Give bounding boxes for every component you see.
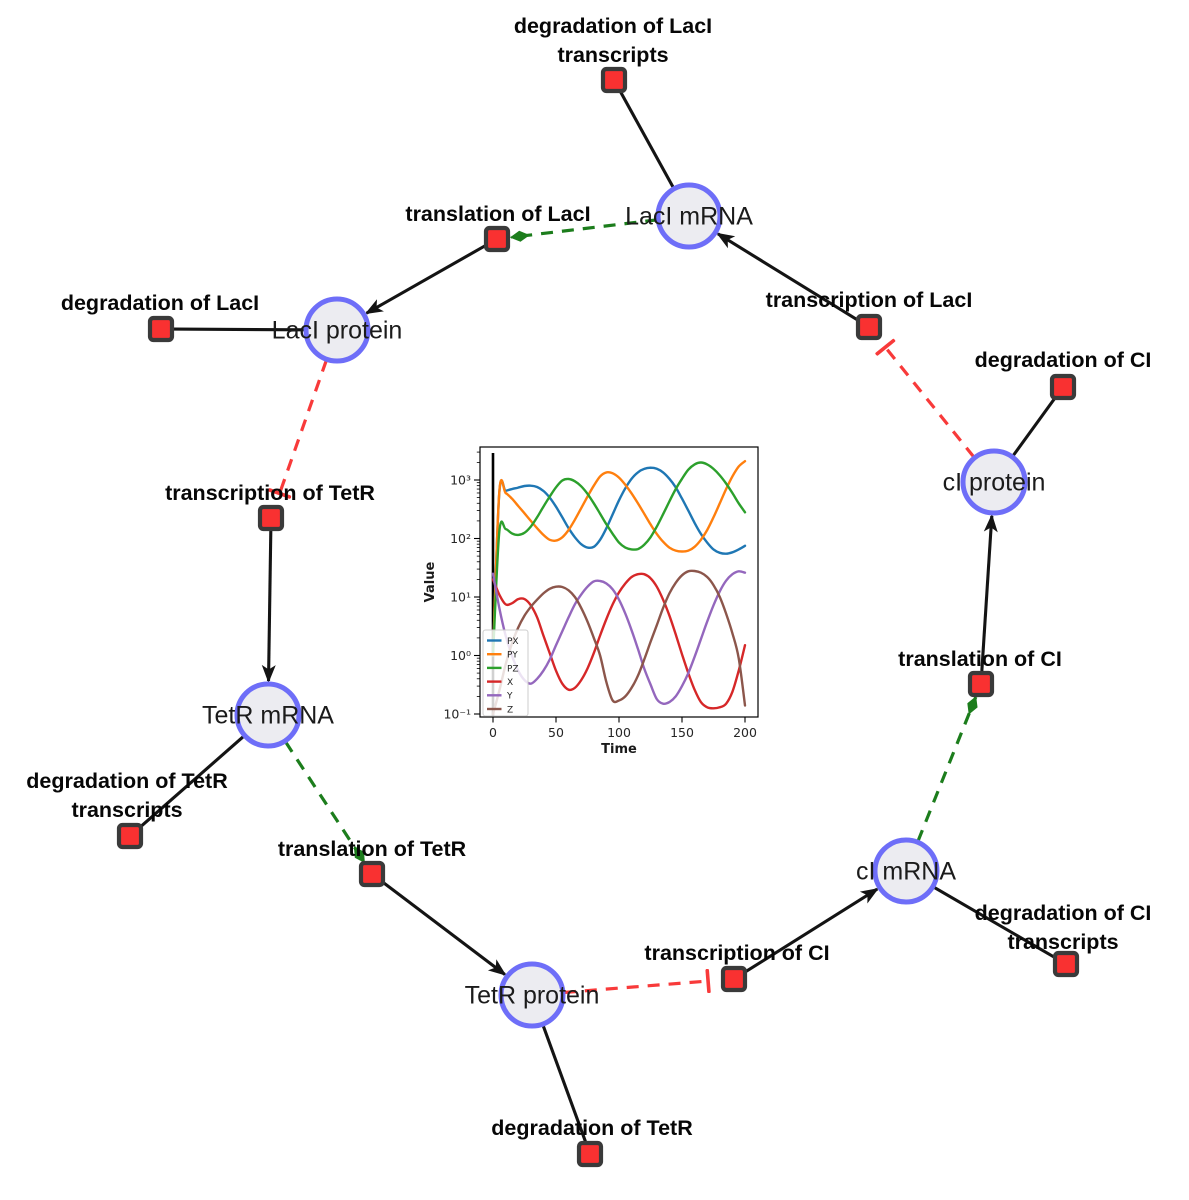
legend-label-Z: Z — [507, 705, 513, 715]
reaction-node-tl-tetr[interactable] — [358, 860, 386, 888]
species-label-ci-protein: cI protein — [943, 469, 1046, 497]
edge-consumption-ci-mrna-to-deg-ci-transcripts — [932, 885, 1056, 959]
species-label-tetr-protein: TetR protein — [465, 982, 600, 1010]
legend-label-PZ: PZ — [507, 664, 519, 674]
x-tick-label: 50 — [548, 725, 564, 740]
legend-label-PX: PX — [507, 637, 519, 647]
x-tick-label: 150 — [670, 725, 694, 740]
x-tick-label: 0 — [489, 725, 497, 740]
edge-consumption-laci-protein-to-deg-laci — [173, 327, 306, 332]
reaction-label-deg-ci-transcripts-line2: transcripts — [1007, 930, 1118, 954]
legend-label-PY: PY — [507, 651, 518, 661]
y-tick-label: 10¹ — [450, 590, 471, 605]
legend-label-X: X — [507, 678, 513, 688]
reaction-node-tr-ci[interactable] — [720, 965, 748, 993]
node-layer — [116, 66, 1080, 1168]
reaction-label-tr-laci: transcription of LacI — [766, 288, 973, 312]
reaction-label-deg-ci-transcripts-line1: degradation of CI — [975, 901, 1152, 925]
reaction-node-deg-laci-transcripts[interactable] — [600, 66, 628, 94]
edge-modifier-ci-mrna-to-tl-ci — [916, 696, 978, 842]
species-label-laci-mrna: LacI mRNA — [625, 203, 753, 231]
edge-consumption-tetr-mrna-to-deg-tetr-transcripts — [138, 734, 245, 829]
reaction-label-tl-tetr: translation of TetR — [278, 837, 467, 861]
x-tick-label: 100 — [607, 725, 631, 740]
edge-consumption-laci-mrna-to-deg-laci-transcripts — [618, 90, 675, 189]
edge-production-tl-laci-to-laci-protein — [364, 244, 487, 315]
reaction-label-deg-tetr: degradation of TetR — [491, 1116, 693, 1140]
reaction-label-tr-tetr: transcription of TetR — [165, 481, 375, 505]
y-tick-label: 10³ — [450, 473, 471, 488]
edge-production-tr-ci-to-ci-mrna — [744, 887, 879, 974]
y-axis-label: Value — [423, 561, 438, 602]
species-node-tetr-mrna[interactable] — [234, 681, 302, 749]
chart-series-PY — [491, 460, 747, 657]
chart-series-X — [491, 572, 747, 710]
chart-ticks: 0 50 100 150 200 10⁻¹ 10⁰ 10¹ 10² 10³ — [443, 451, 757, 740]
edge-inhibition-tetr-protein-to-tr-ci — [563, 981, 708, 995]
species-node-tetr-protein[interactable] — [498, 961, 566, 1029]
reaction-node-deg-ci-transcripts[interactable] — [1052, 950, 1080, 978]
reaction-label-tr-ci: transcription of CI — [644, 941, 829, 965]
edge-production-tr-laci-to-laci-mrna — [716, 232, 859, 322]
chart-series-group — [491, 460, 747, 716]
edge-modifier-laci-mrna-to-tl-laci — [509, 218, 658, 242]
edge-consumption-ci-protein-to-deg-ci — [1011, 396, 1057, 458]
y-tick-label: 10⁻¹ — [443, 707, 471, 722]
timeseries-chart: 0 50 100 150 20010⁻¹10⁰10¹10²10³TimeValuePXP… — [423, 436, 781, 766]
reaction-node-deg-tetr-transcripts[interactable] — [116, 822, 144, 850]
reaction-node-deg-ci[interactable] — [1049, 373, 1077, 401]
edge-layer — [138, 90, 1057, 1143]
species-node-ci-mrna[interactable] — [872, 837, 940, 905]
chart-series-PZ — [491, 461, 747, 657]
reaction-label-deg-laci-transcripts-line2: transcripts — [557, 43, 668, 67]
edge-inhibition-laci-protein-to-tr-tetr — [280, 359, 328, 493]
edge-production-tl-ci-to-ci-protein — [980, 513, 998, 672]
reaction-label-deg-tetr-transcripts-line1: degradation of TetR — [26, 769, 228, 793]
edge-inhibition-ci-protein-to-tr-laci — [885, 347, 976, 459]
species-node-laci-protein[interactable] — [303, 296, 371, 364]
chart-series-Z — [491, 569, 747, 716]
label-layer: LacI mRNA LacI protein TetR mRNA TetR prote… — [26, 14, 1151, 1140]
species-node-laci-mrna[interactable] — [655, 182, 723, 250]
reaction-node-tl-ci[interactable] — [967, 670, 995, 698]
x-axis-label: Time — [601, 742, 637, 757]
reaction-node-tr-tetr[interactable] — [257, 504, 285, 532]
reaction-label-tl-ci: translation of CI — [898, 647, 1062, 671]
reaction-node-tl-laci[interactable] — [483, 225, 511, 253]
chart-legend: PX PY PZ XYZ — [482, 629, 529, 717]
reaction-label-deg-laci-transcripts-line1: degradation of LacI — [514, 14, 712, 38]
y-tick-label: 10² — [450, 531, 471, 546]
chart-series-Y — [491, 570, 747, 706]
reaction-node-deg-tetr[interactable] — [576, 1140, 604, 1168]
edge-production-tr-tetr-to-tetr-mrna — [261, 530, 276, 684]
chart-series-PX — [491, 466, 747, 657]
reaction-node-deg-laci[interactable] — [147, 315, 175, 343]
edge-production-tl-tetr-to-tetr-protein — [381, 880, 507, 976]
y-tick-label: 10⁰ — [450, 648, 471, 663]
edge-consumption-tetr-protein-to-deg-tetr — [541, 1024, 588, 1143]
reaction-label-tl-laci: translation of LacI — [405, 202, 590, 226]
reaction-label-deg-ci: degradation of CI — [975, 348, 1152, 372]
reaction-node-tr-laci[interactable] — [855, 313, 883, 341]
species-label-laci-protein: LacI protein — [272, 317, 403, 345]
edge-modifier-tetr-mrna-to-tl-tetr — [284, 740, 366, 864]
x-tick-label: 200 — [733, 725, 757, 740]
reaction-label-deg-laci: degradation of LacI — [61, 291, 259, 315]
legend-label-Y: Y — [506, 692, 513, 702]
species-node-ci-protein[interactable] — [960, 448, 1028, 516]
legend-box — [482, 629, 529, 717]
reaction-label-deg-tetr-transcripts-line2: transcripts — [71, 798, 182, 822]
species-label-tetr-mrna: TetR mRNA — [202, 702, 334, 730]
species-label-ci-mrna: cI mRNA — [856, 858, 956, 886]
